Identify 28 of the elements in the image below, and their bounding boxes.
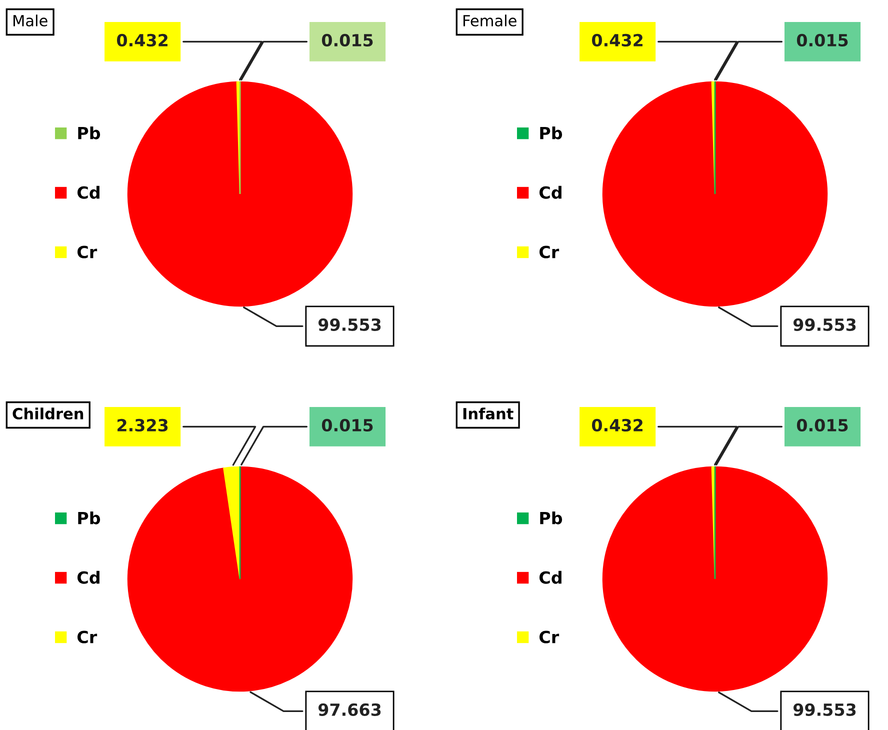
data-label: 0.432 — [117, 34, 168, 47]
data-label: 2.323 — [118, 418, 168, 432]
data-label: 0.432 — [592, 34, 642, 47]
data-label: 0.432 — [592, 418, 642, 432]
data-label: 0.015 — [796, 418, 848, 432]
data-label: 99.553 — [793, 318, 856, 331]
chart-title: Male — [14, 14, 48, 26]
legend-label: Cd — [77, 186, 100, 199]
data-label: 0.015 — [796, 34, 848, 47]
legend-label: Cr — [539, 630, 560, 644]
chart-title: Children — [12, 408, 84, 420]
legend-label: Cr — [77, 630, 98, 644]
data-label: 97.663 — [318, 703, 381, 716]
legend-label: Pb — [540, 126, 562, 140]
data-label: 99.553 — [793, 703, 856, 716]
legend-label: Pb — [540, 511, 562, 524]
chart-title: Infant — [463, 408, 514, 420]
data-label: 0.015 — [322, 34, 373, 47]
legend-label: Cd — [77, 570, 100, 584]
legend-label: Pb — [78, 511, 100, 524]
data-label: 0.015 — [322, 418, 373, 432]
legend-label: Cr — [77, 246, 98, 258]
legend-label: Cr — [539, 246, 560, 258]
legend-label: Cd — [539, 570, 562, 584]
data-label: 99.553 — [318, 318, 381, 331]
chart-title: Female — [464, 14, 516, 26]
legend-label: Pb — [78, 126, 100, 140]
legend-label: Cd — [539, 186, 562, 199]
